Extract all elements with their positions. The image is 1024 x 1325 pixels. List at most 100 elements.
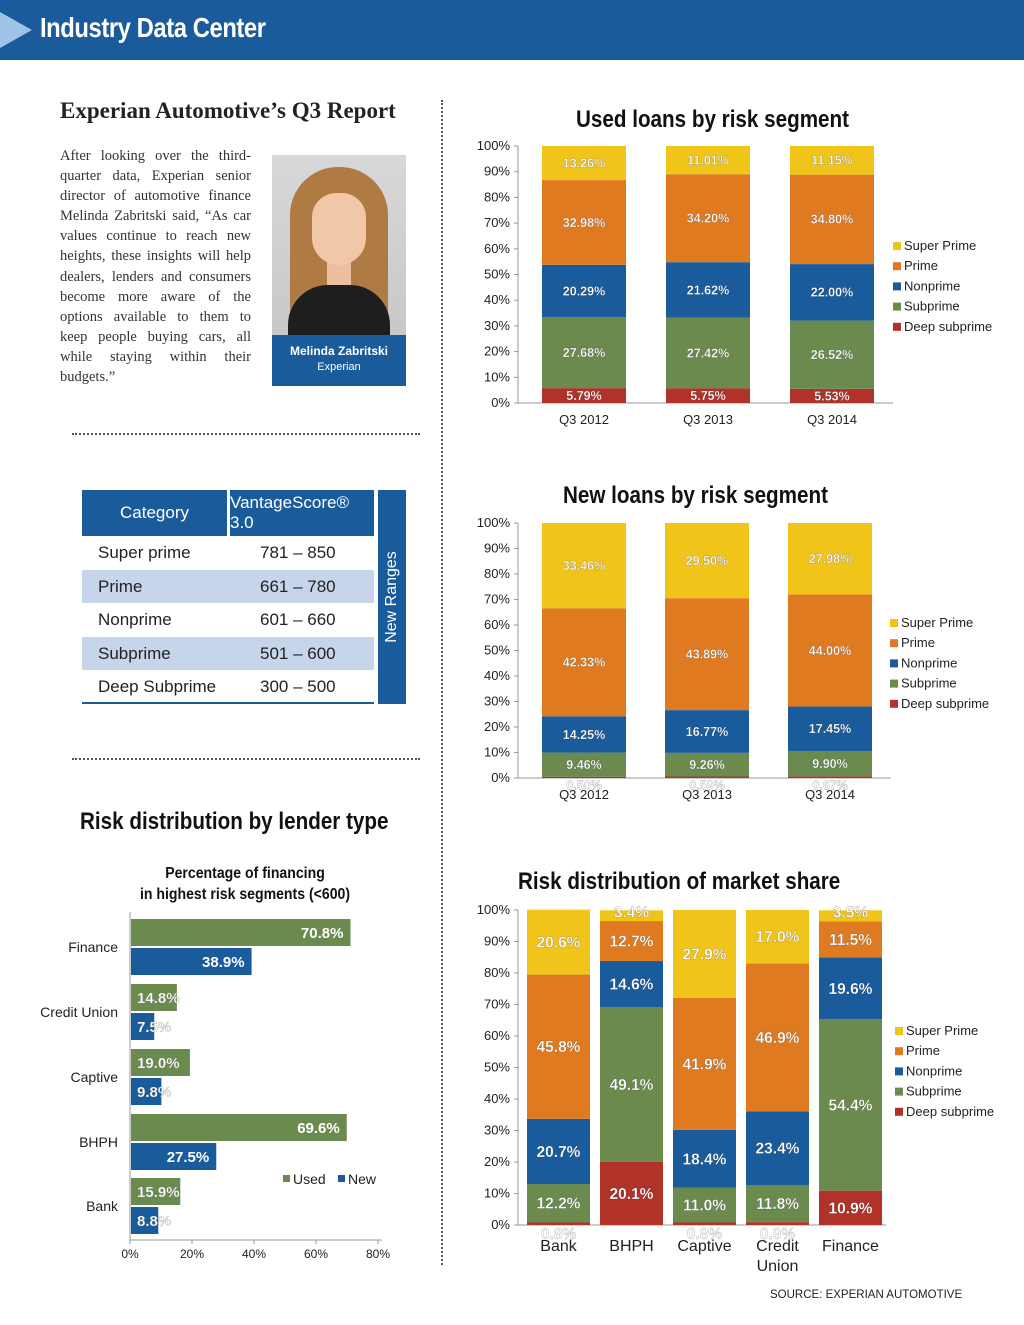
market-chart-title: Risk distribution of market share (518, 868, 841, 895)
lender-bar (131, 948, 252, 975)
new-data-label: 0.50% (566, 778, 601, 792)
market-bar-segment (746, 910, 809, 964)
market-category-label: Bank (540, 1238, 577, 1255)
new-bar-segment (665, 752, 749, 777)
new-ytick: 0% (491, 770, 510, 785)
used-ytick: 90% (484, 164, 510, 179)
market-data-label: 19.6% (829, 981, 873, 998)
lender-legend-swatch (338, 1175, 345, 1182)
market-data-label: 20.6% (537, 935, 581, 952)
used-legend-label: Subprime (904, 299, 960, 314)
lender-data-label: 69.6% (297, 1120, 340, 1137)
used-bar-segment (666, 317, 750, 389)
used-data-label: 22.00% (811, 286, 853, 300)
market-bar-segment (819, 921, 882, 958)
used-ytick: 30% (484, 318, 510, 333)
market-legend-label: Subprime (906, 1084, 962, 1099)
source-note: SOURCE: EXPERIAN AUTOMOTIVE (770, 1289, 963, 1301)
used-bar-segment (666, 174, 750, 263)
used-bar-segment (790, 388, 874, 403)
table-header-vantagescore: VantageScore® 3.0 (230, 490, 374, 536)
new-ytick: 80% (484, 566, 510, 581)
portrait-photo: Melinda Zabritski Experian (272, 155, 406, 386)
market-data-label: 41.9% (683, 1056, 727, 1073)
new-chart-title: New loans by risk segment (563, 482, 828, 509)
new-ytick: 20% (484, 719, 510, 734)
market-data-label: 3.5% (833, 904, 869, 921)
new-bar-segment (788, 751, 872, 777)
market-bar-segment (819, 910, 882, 922)
market-ytick: 30% (484, 1123, 510, 1138)
used-legend-label: Super Prime (904, 238, 976, 253)
market-data-label: 0.9% (760, 1226, 796, 1243)
market-bar-segment (527, 1184, 590, 1223)
market-ytick: 0% (491, 1217, 510, 1232)
row-range: 661 – 780 (260, 576, 336, 596)
market-legend-swatch (895, 1087, 903, 1096)
lender-data-label: 9.8% (137, 1084, 171, 1101)
row-category: Super prime (98, 543, 191, 562)
new-category-label: Q3 2014 (805, 787, 855, 802)
row-category: Nonprime (98, 610, 172, 629)
used-legend-label: Deep subprime (904, 319, 992, 334)
new-ytick: 70% (484, 592, 510, 607)
market-data-label: 11.8% (756, 1196, 799, 1213)
used-data-label: 5.79% (566, 389, 601, 403)
page-header: Industry Data Center (0, 0, 1024, 60)
lender-chart-subtitle: Percentage of financing in highest risk … (139, 865, 351, 903)
used-data-label: 26.52% (811, 348, 853, 362)
new-ytick: 10% (484, 745, 510, 760)
lender-legend-label: Used (293, 1171, 326, 1187)
market-data-label: 20.7% (537, 1144, 581, 1161)
used-bar-segment (790, 320, 874, 389)
new-bar-segment (665, 522, 749, 599)
new-data-label: 16.77% (686, 725, 728, 739)
market-data-label: 12.2% (537, 1196, 581, 1213)
market-bar-segment (673, 1222, 736, 1225)
photo-caption-org: Experian (317, 361, 361, 373)
used-ytick: 0% (491, 395, 510, 410)
new-category-label: Q3 2012 (559, 787, 609, 802)
market-ytick: 50% (484, 1060, 510, 1075)
market-legend-label: Super Prime (906, 1023, 978, 1038)
market-data-label: 18.4% (683, 1151, 727, 1168)
new-data-label: 27.98% (809, 552, 851, 566)
used-ytick: 50% (484, 267, 510, 282)
lender-bar (131, 1078, 162, 1105)
lender-data-label: 38.9% (202, 954, 245, 971)
used-data-label: 32.98% (563, 216, 605, 230)
lender-chart-title: Risk distribution by lender type (80, 808, 389, 835)
market-bar-segment (673, 1129, 736, 1188)
new-bar-segment (542, 752, 626, 777)
used-data-label: 27.42% (687, 346, 729, 360)
used-bar-segment (542, 388, 626, 403)
new-data-label: 0.67% (812, 778, 847, 792)
new-data-label: 14.25% (563, 728, 605, 742)
market-category-label: BHPH (609, 1238, 653, 1255)
market-data-label: 3.4% (614, 904, 650, 921)
new-category-label: Q3 2013 (682, 787, 732, 802)
lender-data-label: 27.5% (167, 1149, 210, 1166)
new-ytick: 40% (484, 668, 510, 683)
used-data-label: 11.01% (687, 154, 729, 168)
market-legend-swatch (895, 1107, 903, 1116)
market-bar-segment (819, 957, 882, 1020)
market-legend-label: Nonprime (906, 1063, 962, 1078)
market-bar-segment (527, 1118, 590, 1185)
new-bar-segment (542, 716, 626, 753)
article-title: Experian Automotive’s Q3 Report (60, 98, 396, 123)
lender-data-label: 70.8% (301, 925, 344, 942)
market-data-label: 54.4% (829, 1097, 873, 1114)
market-legend-swatch (895, 1067, 903, 1076)
used-data-label: 11.15% (811, 154, 853, 168)
lender-legend-label: New (348, 1171, 377, 1187)
market-data-label: 45.8% (537, 1039, 581, 1056)
used-bar-segment (542, 264, 626, 317)
market-data-label: 14.6% (610, 976, 654, 993)
market-ytick: 40% (484, 1091, 510, 1106)
new-data-label: 29.50% (686, 554, 728, 568)
new-ytick: 60% (484, 617, 510, 632)
row-range: 601 – 660 (260, 610, 336, 629)
lender-xtick: 40% (242, 1247, 266, 1261)
